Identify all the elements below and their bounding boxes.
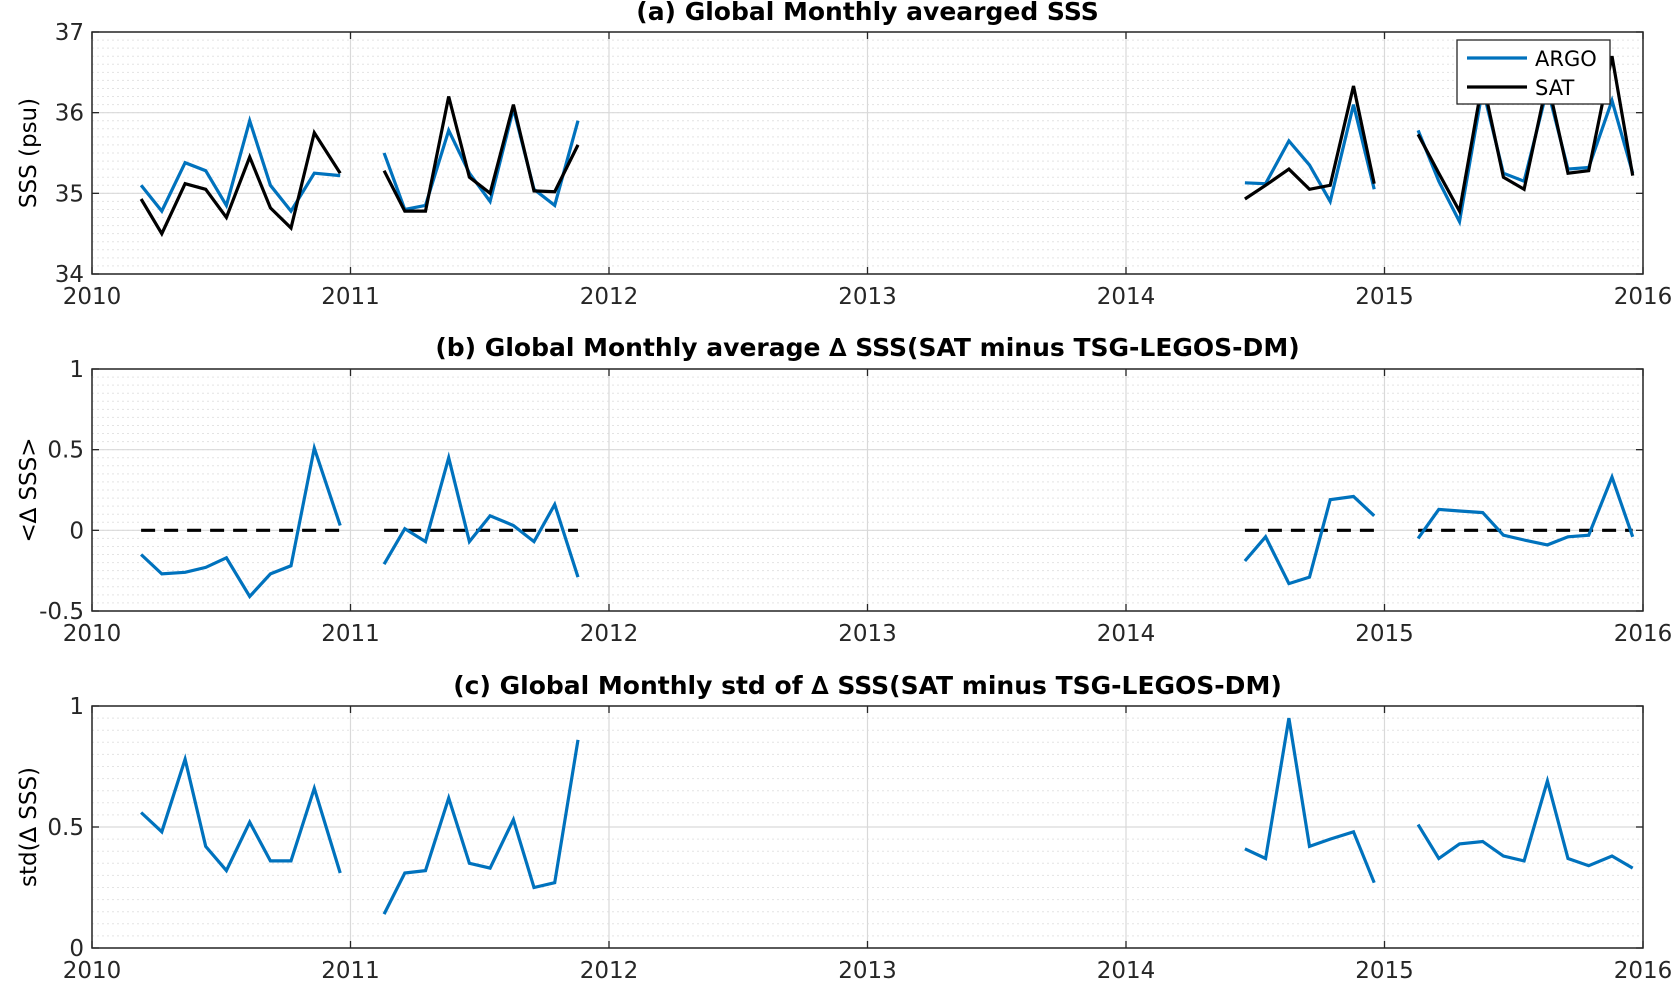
- panel-b-x-tick-label: 2014: [1097, 621, 1156, 647]
- panel-b-x-tick-label: 2012: [580, 621, 639, 647]
- panel-a-y-tick-label: 34: [55, 262, 84, 288]
- panel-a-x-tick-label: 2015: [1355, 284, 1414, 310]
- panel-b-series-line-segment: [382, 451, 580, 578]
- panel-c-x-tick-label: 2011: [321, 958, 380, 982]
- panel-b-x-tick-label: 2016: [1614, 621, 1673, 647]
- panel-c-x-tick-label: 2015: [1355, 958, 1414, 982]
- panel-c-series-line-segment: [1416, 775, 1634, 870]
- panel-a-title: (a) Global Monthly avearged SSS: [636, 0, 1098, 26]
- panel-a-x-tick-label: 2014: [1097, 284, 1156, 310]
- panel-a-y-tick-label: 36: [55, 101, 84, 127]
- panel-b-x-tick-label: 2013: [838, 621, 897, 647]
- panel-a-y-axis-label: SSS (psu): [16, 98, 42, 208]
- panel-c-y-tick-label: 1: [69, 694, 84, 720]
- panel-c-y-axis-label: std(∆ SSS): [16, 767, 42, 887]
- panel-a-sat-line-segment: [382, 96, 580, 213]
- panel-c-series-line-segment: [1244, 717, 1376, 884]
- panel-c-x-tick-label: 2016: [1614, 958, 1673, 982]
- panel-b-y-tick-label: 1: [69, 357, 84, 383]
- panel-c-y-tick-label: 0.5: [47, 815, 84, 841]
- panel-b-x-tick-label: 2011: [321, 621, 380, 647]
- panel-c-x-tick-label: 2012: [580, 958, 639, 982]
- panel-a-sat-line-segment: [139, 128, 342, 238]
- panel-c-x-tick-label: 2014: [1097, 958, 1156, 982]
- panel-a-legend-box: [1456, 39, 1611, 105]
- panel-c-series-line-segment: [382, 739, 580, 915]
- panel-c-x-tick-label: 2013: [838, 958, 897, 982]
- panel-c-title: (c) Global Monthly std of ∆ SSS(SAT minu…: [453, 671, 1282, 700]
- panel-a-legend-label-sat: SAT: [1535, 76, 1574, 100]
- panel-c-y-tick-label: 0: [69, 936, 84, 962]
- panel-b-x-tick-label: 2015: [1355, 621, 1414, 647]
- panel-a-argo-line-segment: [139, 115, 341, 215]
- panel-a-sat-line-segment: [1416, 55, 1635, 216]
- panel-c: 2010 2011 2012 2013 2014 2015 2016 0 0.5 1 (c) Glo…: [16, 671, 1672, 982]
- panel-b-y-axis-label: <∆ SSS>: [16, 437, 42, 542]
- panel-a-x-tick-label: 2012: [580, 284, 639, 310]
- panel-a-y-tick-label: 35: [55, 181, 84, 207]
- panel-a-argo-line-segment: [382, 108, 580, 212]
- panel-b-y-tick-label: 0.5: [47, 438, 84, 464]
- panel-a-y-tick-label: 37: [55, 20, 84, 46]
- panel-c-x-tick-label: 2010: [63, 958, 122, 982]
- panel-c-series-line-segment: [140, 753, 342, 874]
- panel-a-x-tick-label: 2010: [63, 284, 122, 310]
- panel-b-series-line-segment: [1416, 472, 1635, 547]
- panel-b-x-tick-label: 2010: [63, 621, 122, 647]
- panel-a-argo-line-segment: [1416, 88, 1635, 227]
- panel-a-x-tick-label: 2013: [838, 284, 897, 310]
- panel-a-x-tick-label: 2016: [1614, 284, 1673, 310]
- panel-a-legend-label-argo: ARGO: [1535, 47, 1597, 71]
- panel-b-y-tick-label: -0.5: [39, 599, 84, 625]
- panel-b-y-tick-label: 0: [69, 518, 84, 544]
- panel-a-x-tick-label: 2011: [321, 284, 380, 310]
- panel-b-series-line-segment: [1243, 494, 1376, 586]
- panel-b-series-line-segment: [140, 441, 342, 600]
- panel-b-title: (b) Global Monthly average ∆ SSS(SAT min…: [435, 333, 1299, 362]
- panel-a: 2010 2011 2012 2013 2014 2015 2016 34 35 36 37 (a) …: [16, 0, 1672, 310]
- panel-b: 2010 2011 2012 2013 2014 2015 2016 -0.5 0 0.5 1 (b)…: [16, 333, 1672, 647]
- panel-a-sat-line-segment: [1244, 85, 1376, 201]
